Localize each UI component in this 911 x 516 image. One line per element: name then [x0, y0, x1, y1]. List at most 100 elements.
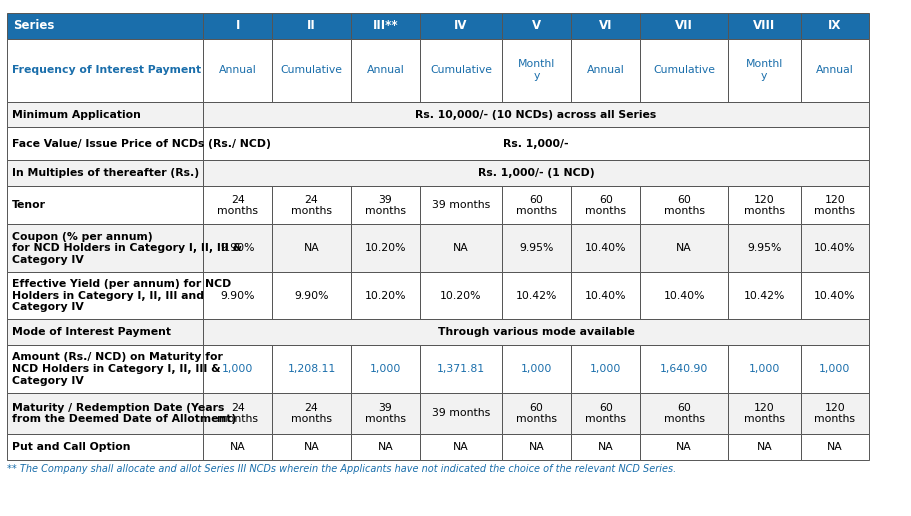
Bar: [351, 393, 420, 434]
Text: 24
months: 24 months: [217, 402, 259, 424]
Text: 9.95%: 9.95%: [519, 243, 554, 253]
Bar: [420, 434, 502, 460]
Text: 1,000: 1,000: [222, 364, 253, 374]
Bar: [203, 186, 272, 224]
Text: 120
months: 120 months: [814, 402, 855, 424]
Bar: [272, 224, 351, 272]
Bar: [801, 345, 869, 393]
Bar: [502, 393, 571, 434]
Text: Monthl
y: Monthl y: [746, 59, 783, 81]
Text: 60
months: 60 months: [585, 402, 627, 424]
Bar: [7, 345, 203, 393]
Text: Effective Yield (per annum) for NCD
Holders in Category I, II, III and
Category : Effective Yield (per annum) for NCD Hold…: [12, 279, 231, 312]
Bar: [7, 13, 203, 39]
Text: I: I: [236, 19, 240, 33]
Bar: [203, 102, 869, 127]
Text: 120
months: 120 months: [743, 195, 785, 216]
Text: NA: NA: [453, 243, 469, 253]
Bar: [801, 39, 869, 102]
Bar: [351, 39, 420, 102]
Text: 10.20%: 10.20%: [440, 291, 482, 301]
Text: 10.40%: 10.40%: [814, 243, 855, 253]
Text: 39 months: 39 months: [432, 200, 490, 211]
Bar: [272, 186, 351, 224]
Text: II: II: [307, 19, 316, 33]
Bar: [203, 434, 272, 460]
Text: Cumulative: Cumulative: [430, 65, 492, 75]
Bar: [203, 13, 272, 39]
Text: Cumulative: Cumulative: [653, 65, 715, 75]
Bar: [571, 39, 640, 102]
Bar: [640, 393, 728, 434]
Text: III**: III**: [373, 19, 398, 33]
Bar: [203, 224, 272, 272]
Bar: [203, 127, 869, 160]
Text: NA: NA: [598, 442, 614, 452]
Bar: [420, 272, 502, 319]
Bar: [571, 345, 640, 393]
Text: 24
months: 24 months: [291, 195, 333, 216]
Bar: [7, 272, 203, 319]
Text: 24
months: 24 months: [291, 402, 333, 424]
Bar: [7, 186, 203, 224]
Bar: [571, 272, 640, 319]
Text: NA: NA: [303, 243, 320, 253]
Text: 10.20%: 10.20%: [364, 243, 406, 253]
Text: 120
months: 120 months: [743, 402, 785, 424]
Text: Amount (Rs./ NCD) on Maturity for
NCD Holders in Category I, II, III &
Category : Amount (Rs./ NCD) on Maturity for NCD Ho…: [12, 352, 222, 385]
Text: Series: Series: [13, 19, 54, 33]
Bar: [420, 224, 502, 272]
Text: 10.40%: 10.40%: [585, 243, 627, 253]
Text: Annual: Annual: [587, 65, 625, 75]
Bar: [640, 345, 728, 393]
Bar: [502, 272, 571, 319]
Bar: [272, 345, 351, 393]
Bar: [801, 272, 869, 319]
Text: ** The Company shall allocate and allot Series III NCDs wherein the Applicants h: ** The Company shall allocate and allot …: [7, 464, 677, 474]
Text: 10.40%: 10.40%: [663, 291, 705, 301]
Bar: [728, 224, 801, 272]
Text: 10.20%: 10.20%: [364, 291, 406, 301]
Bar: [420, 13, 502, 39]
Text: 1,640.90: 1,640.90: [660, 364, 709, 374]
Bar: [203, 272, 272, 319]
Text: 39 months: 39 months: [432, 408, 490, 418]
Bar: [502, 186, 571, 224]
Text: Rs. 1,000/- (1 NCD): Rs. 1,000/- (1 NCD): [477, 168, 595, 179]
Text: 10.40%: 10.40%: [814, 291, 855, 301]
Bar: [272, 13, 351, 39]
Bar: [351, 434, 420, 460]
Text: V: V: [532, 19, 541, 33]
Bar: [7, 393, 203, 434]
Text: Annual: Annual: [816, 65, 854, 75]
Text: 1,000: 1,000: [370, 364, 401, 374]
Bar: [203, 319, 869, 345]
Bar: [272, 272, 351, 319]
Text: Mode of Interest Payment: Mode of Interest Payment: [12, 327, 171, 337]
Text: NA: NA: [756, 442, 773, 452]
Text: Through various mode available: Through various mode available: [437, 327, 635, 337]
Text: IV: IV: [455, 19, 467, 33]
Bar: [420, 186, 502, 224]
Text: NA: NA: [676, 442, 692, 452]
Bar: [502, 39, 571, 102]
Text: 9.95%: 9.95%: [747, 243, 782, 253]
Text: In Multiples of thereafter (Rs.): In Multiples of thereafter (Rs.): [12, 168, 199, 179]
Text: Rs. 1,000/-: Rs. 1,000/-: [503, 139, 569, 149]
Text: 1,000: 1,000: [749, 364, 780, 374]
Text: 60
months: 60 months: [663, 195, 705, 216]
Text: Tenor: Tenor: [12, 200, 46, 211]
Bar: [272, 434, 351, 460]
Bar: [801, 224, 869, 272]
Bar: [272, 39, 351, 102]
Bar: [801, 186, 869, 224]
Bar: [801, 434, 869, 460]
Bar: [420, 39, 502, 102]
Bar: [640, 434, 728, 460]
Bar: [351, 345, 420, 393]
Text: 60
months: 60 months: [516, 402, 558, 424]
Bar: [7, 224, 203, 272]
Text: VI: VI: [599, 19, 612, 33]
Text: 120
months: 120 months: [814, 195, 855, 216]
Bar: [640, 186, 728, 224]
